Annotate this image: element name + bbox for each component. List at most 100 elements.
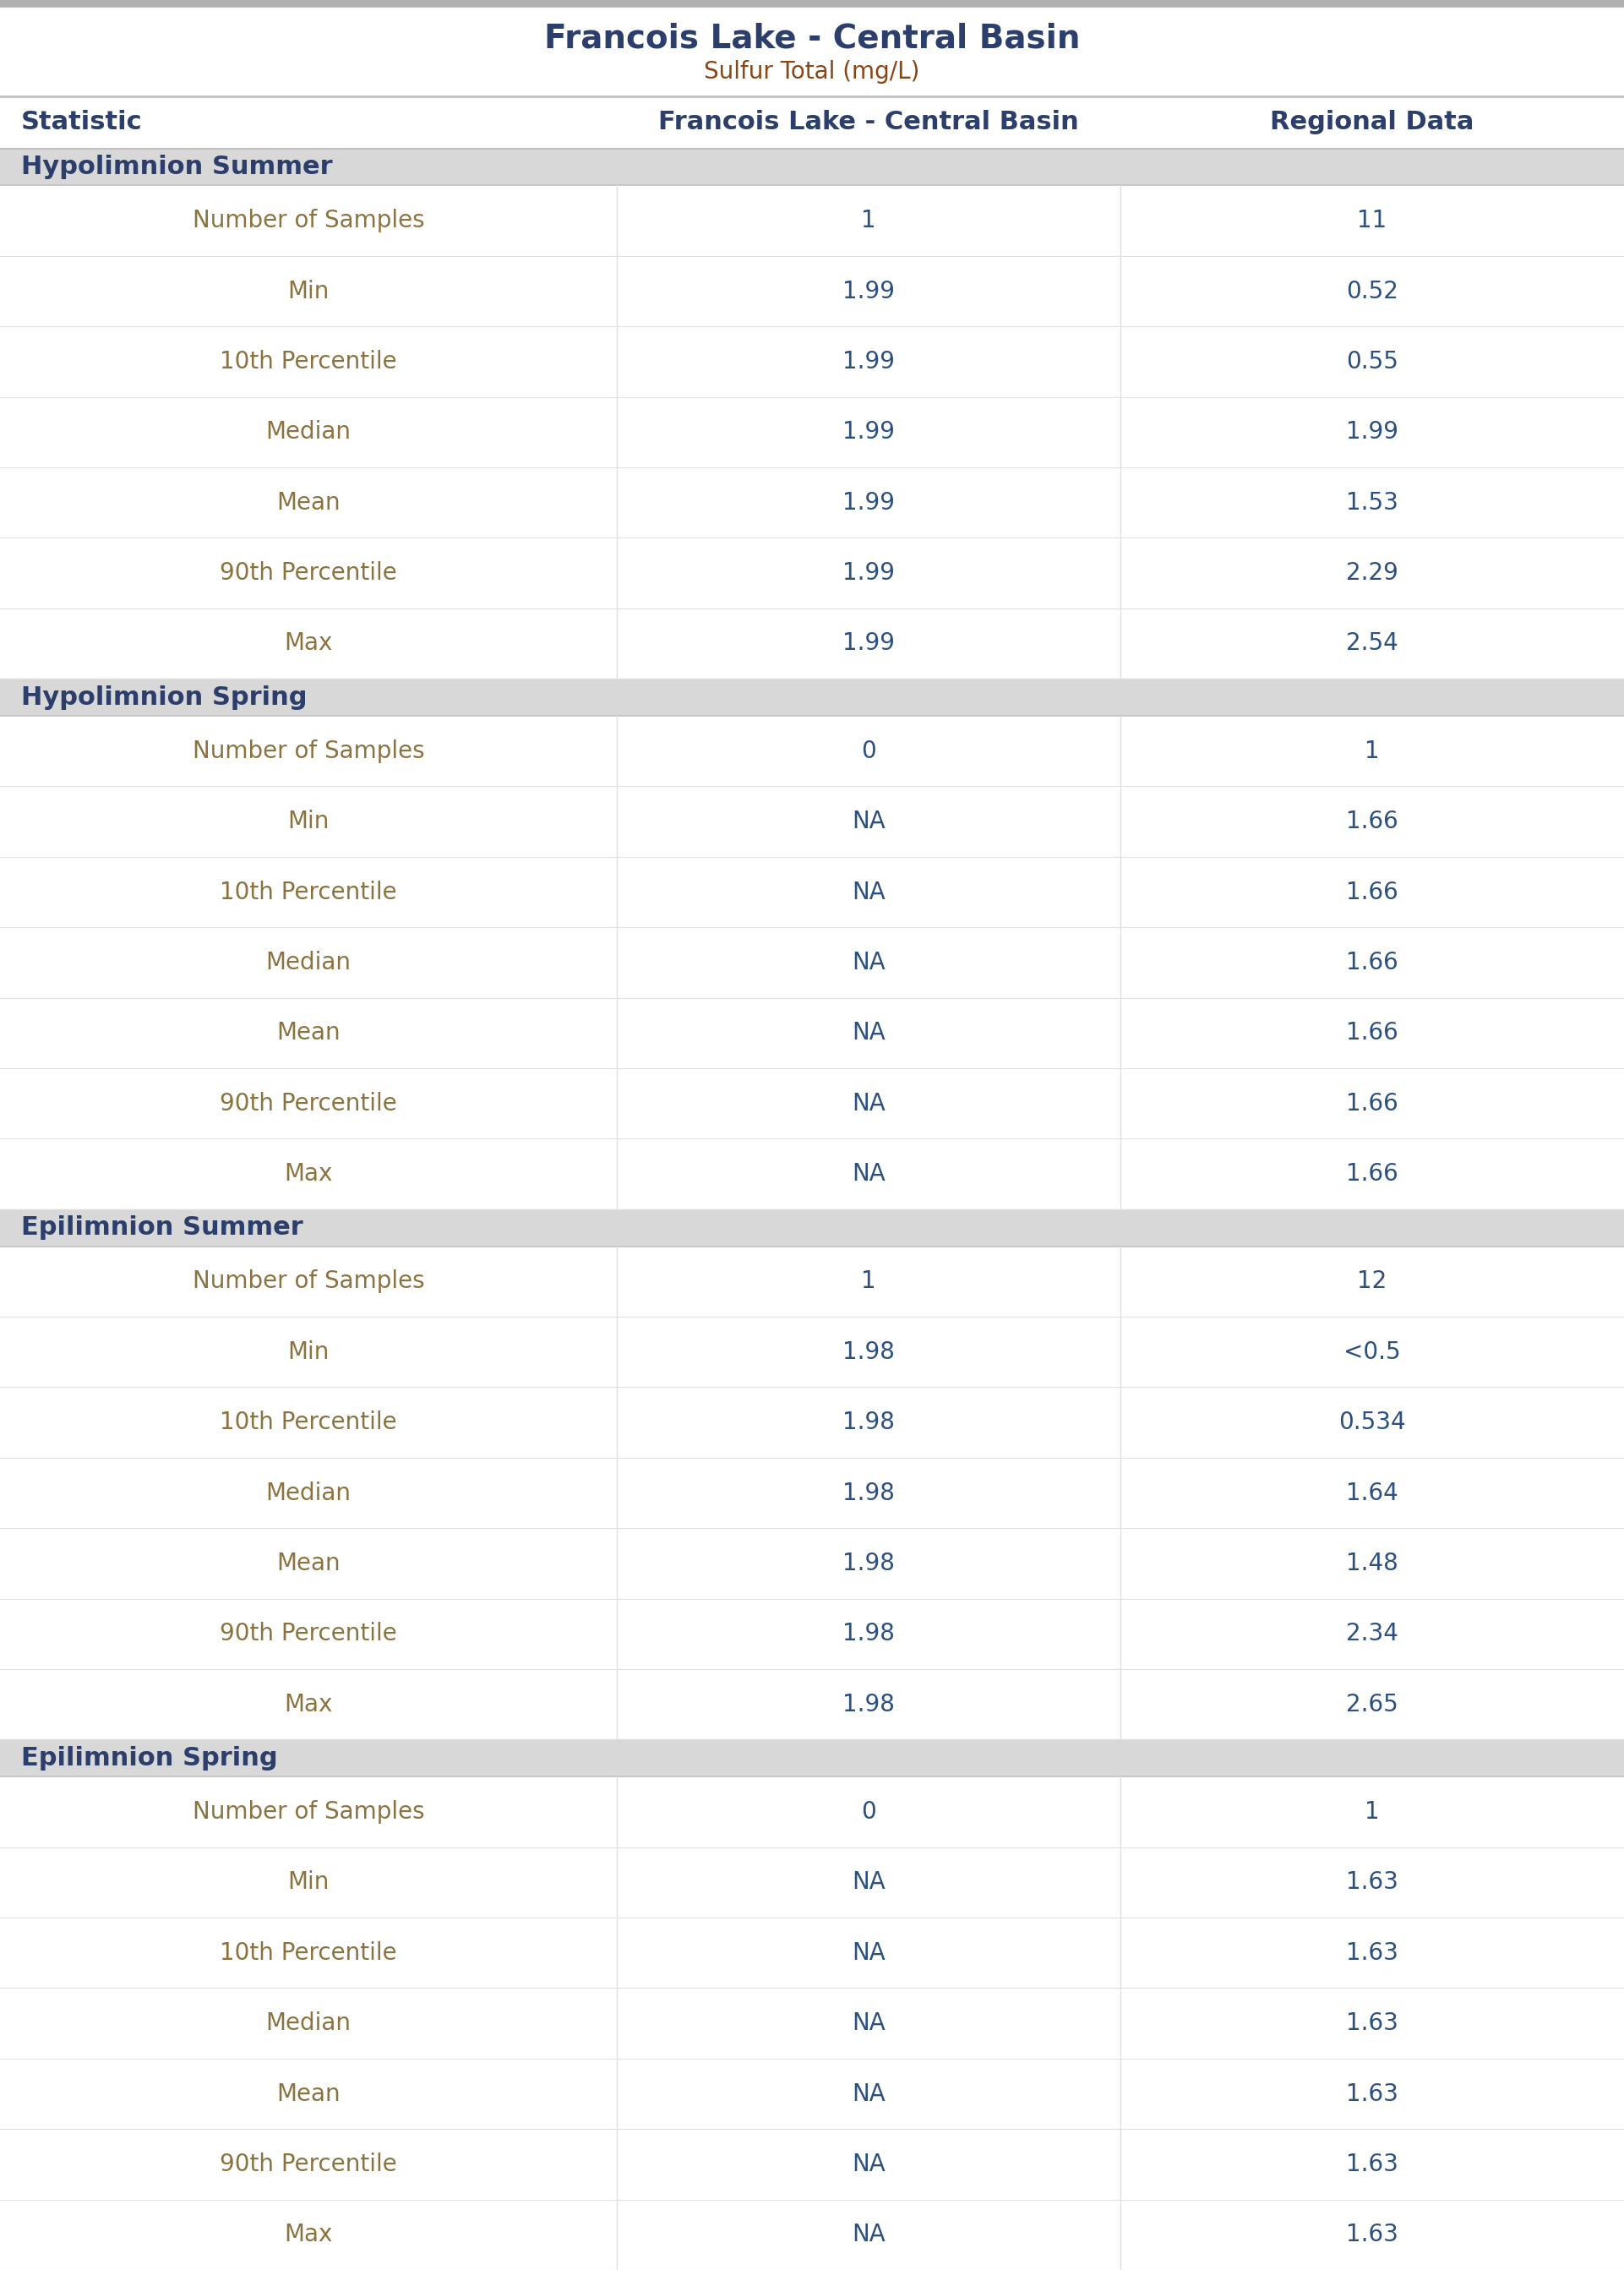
Text: 90th Percentile: 90th Percentile (219, 561, 398, 586)
Text: 1.98: 1.98 (843, 1623, 895, 1646)
Bar (0, 468, 1624, 538)
Text: Median: Median (266, 1480, 351, 1505)
Bar (0, 95, 1624, 148)
Bar (0, 2200, 1624, 2270)
Text: Mean: Mean (276, 2082, 341, 2107)
Bar (0, 1246, 1624, 1317)
Text: <0.5: <0.5 (1343, 1339, 1402, 1364)
Text: NA: NA (853, 1870, 885, 1893)
Bar (0, 1069, 1624, 1140)
Text: NA: NA (853, 881, 885, 903)
Text: 1.98: 1.98 (843, 1480, 895, 1505)
Text: 10th Percentile: 10th Percentile (219, 350, 398, 375)
Text: NA: NA (853, 2152, 885, 2177)
Text: NA: NA (853, 1162, 885, 1185)
Text: Min: Min (287, 1870, 330, 1893)
Text: Mean: Mean (276, 1022, 341, 1044)
Bar (0, 148, 1624, 186)
Text: 0.55: 0.55 (1346, 350, 1398, 375)
Text: 1.66: 1.66 (1346, 881, 1398, 903)
Text: 10th Percentile: 10th Percentile (219, 881, 398, 903)
Bar (0, 327, 1624, 397)
Text: 1.99: 1.99 (843, 561, 895, 586)
Bar (0, 1598, 1624, 1668)
Text: Number of Samples: Number of Samples (193, 209, 424, 232)
Text: 0.52: 0.52 (1346, 279, 1398, 302)
Bar (0, 1739, 1624, 1777)
Bar (0, 1918, 1624, 1989)
Bar (0, 608, 1624, 679)
Bar (0, 257, 1624, 327)
Text: 1.48: 1.48 (1346, 1553, 1398, 1575)
Text: 1.63: 1.63 (1346, 2011, 1398, 2036)
Bar (0, 186, 1624, 257)
Bar (0, 1848, 1624, 1918)
Bar (0, 926, 1624, 999)
Bar (0, 1668, 1624, 1739)
Bar (0, 1210, 1624, 1246)
Text: 1.63: 1.63 (1346, 2152, 1398, 2177)
Bar (0, 856, 1624, 926)
Text: Francois Lake - Central Basin: Francois Lake - Central Basin (544, 23, 1080, 54)
Text: NA: NA (853, 1941, 885, 1966)
Bar (0, 397, 1624, 468)
Text: 2.54: 2.54 (1346, 631, 1398, 656)
Text: Min: Min (287, 810, 330, 833)
Bar (0, 1457, 1624, 1528)
Text: 1.98: 1.98 (843, 1410, 895, 1435)
Text: 1.99: 1.99 (1346, 420, 1398, 445)
Text: 1: 1 (1364, 1800, 1380, 1823)
Text: 2.29: 2.29 (1346, 561, 1398, 586)
Text: Sulfur Total (mg/L): Sulfur Total (mg/L) (705, 59, 919, 84)
Bar (0, 1777, 1624, 1848)
Text: NA: NA (853, 810, 885, 833)
Text: 1.63: 1.63 (1346, 1941, 1398, 1966)
Text: 12: 12 (1358, 1269, 1387, 1294)
Text: 1.66: 1.66 (1346, 810, 1398, 833)
Text: Max: Max (284, 2222, 333, 2247)
Text: Hypolimnion Summer: Hypolimnion Summer (21, 154, 333, 179)
Text: 1.99: 1.99 (843, 631, 895, 656)
Text: Max: Max (284, 1162, 333, 1185)
Text: 1.98: 1.98 (843, 1693, 895, 1716)
Text: 90th Percentile: 90th Percentile (219, 1623, 398, 1646)
Text: 1.66: 1.66 (1346, 951, 1398, 974)
Text: Median: Median (266, 951, 351, 974)
Text: NA: NA (853, 1022, 885, 1044)
Text: NA: NA (853, 951, 885, 974)
Text: Epilimnion Summer: Epilimnion Summer (21, 1214, 304, 1239)
Bar (0, 7, 1624, 95)
Bar (0, 0, 1624, 7)
Text: Number of Samples: Number of Samples (193, 1269, 424, 1294)
Text: Mean: Mean (276, 490, 341, 515)
Text: Francois Lake - Central Basin: Francois Lake - Central Basin (659, 111, 1078, 134)
Text: Min: Min (287, 279, 330, 302)
Bar (0, 785, 1624, 856)
Text: 11: 11 (1358, 209, 1387, 232)
Text: 1.99: 1.99 (843, 420, 895, 445)
Text: 1.64: 1.64 (1346, 1480, 1398, 1505)
Text: 1: 1 (861, 209, 877, 232)
Text: Regional Data: Regional Data (1270, 111, 1475, 134)
Bar (0, 1140, 1624, 1210)
Bar (0, 2059, 1624, 2129)
Text: Statistic: Statistic (21, 111, 143, 134)
Text: Max: Max (284, 1693, 333, 1716)
Text: 1.99: 1.99 (843, 490, 895, 515)
Text: 1.63: 1.63 (1346, 2082, 1398, 2107)
Text: Number of Samples: Number of Samples (193, 740, 424, 763)
Text: NA: NA (853, 2222, 885, 2247)
Bar (0, 2129, 1624, 2200)
Text: Mean: Mean (276, 1553, 341, 1575)
Text: 1: 1 (861, 1269, 877, 1294)
Text: NA: NA (853, 2011, 885, 2036)
Text: 1: 1 (1364, 740, 1380, 763)
Bar (0, 1317, 1624, 1387)
Text: 1.99: 1.99 (843, 350, 895, 375)
Text: 1.99: 1.99 (843, 279, 895, 302)
Text: 0.534: 0.534 (1338, 1410, 1406, 1435)
Text: 0: 0 (861, 1800, 877, 1823)
Text: 2.34: 2.34 (1346, 1623, 1398, 1646)
Text: Epilimnion Spring: Epilimnion Spring (21, 1746, 278, 1771)
Text: 1.63: 1.63 (1346, 2222, 1398, 2247)
